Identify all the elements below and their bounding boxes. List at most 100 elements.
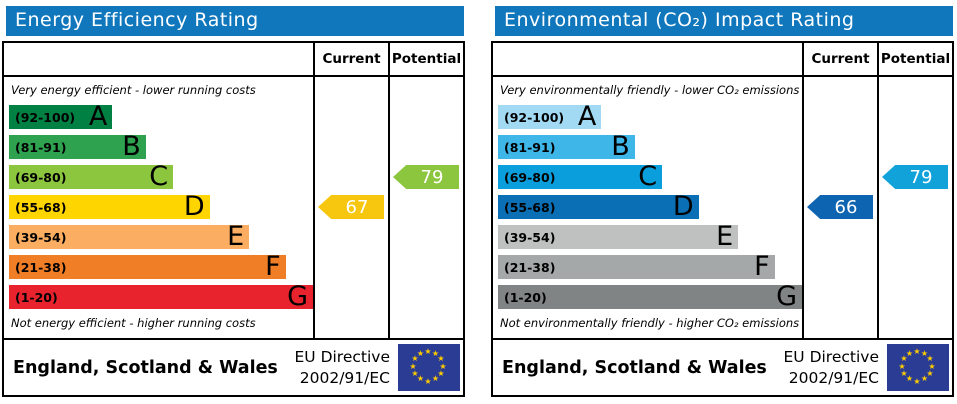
band-letter: F <box>265 251 281 282</box>
energy-efficiency-panel: Energy Efficiency Rating Current Potenti… <box>2 6 465 397</box>
potential-cell <box>388 222 463 252</box>
potential-cell <box>877 102 952 132</box>
eu-flag-star: ★ <box>431 348 440 358</box>
band-range-label: (69-80) <box>504 169 556 185</box>
band-bar-e: (39-54) E <box>498 221 739 252</box>
eu-flag-star: ★ <box>920 374 929 384</box>
band-row-d: (55-68) D 66 <box>493 192 952 222</box>
top-note-row: Very environmentally friendly - lower CO… <box>493 77 952 102</box>
band-letter: E <box>716 221 734 252</box>
rating-value: 67 <box>345 196 369 218</box>
band-row-g: (1-20) G <box>4 282 463 312</box>
band-cell: (69-80) C <box>493 162 802 192</box>
eu-flag-star: ★ <box>437 354 445 363</box>
band-letter: F <box>754 251 770 282</box>
bottom-note-row: Not energy efficient - higher running co… <box>4 312 463 338</box>
band-row-a: (92-100) A <box>4 102 463 132</box>
current-cell <box>802 252 877 282</box>
band-cell: (55-68) D <box>4 192 313 222</box>
current-cell <box>313 252 388 282</box>
band-letter: C <box>638 161 658 192</box>
band-bar-a: (92-100) A <box>498 101 602 132</box>
band-row-g: (1-20) G <box>493 282 952 312</box>
potential-cell <box>388 312 463 338</box>
band-row-c: (69-80) C 79 <box>493 162 952 192</box>
current-cell <box>802 282 877 312</box>
eu-directive-label: EU Directive 2002/91/EC <box>294 348 391 387</box>
band-bar-e: (39-54) E <box>9 223 250 250</box>
rating-value: 79 <box>909 166 933 188</box>
band-rows: (92-100) A (81-91) B (69-80) C 79 (55-68) D 66 (39… <box>493 102 952 312</box>
band-bar-b: (81-91) B <box>9 131 146 162</box>
current-cell <box>802 312 877 338</box>
potential-cell <box>388 132 463 162</box>
eu-flag-star: ★ <box>424 346 432 356</box>
table-header: Current Potential <box>4 43 463 77</box>
potential-cell <box>877 192 952 222</box>
band-range-label: (92-100) <box>504 109 565 125</box>
band-cell: (1-20) G <box>493 282 802 312</box>
eu-directive-label: EU Directive 2002/91/EC <box>783 348 880 387</box>
table-footer: England, Scotland & Wales EU Directive 2… <box>4 338 463 395</box>
band-range-label: (81-91) <box>504 139 556 155</box>
band-row-e: (39-54) E <box>4 222 463 252</box>
eu-flag-star: ★ <box>416 374 425 384</box>
potential-rating-arrow: 79 <box>882 165 948 189</box>
band-cell: (92-100) A <box>4 102 313 132</box>
potential-rating-arrow: 79 <box>393 165 459 189</box>
band-letter: A <box>577 101 597 132</box>
band-range-label: (1-20) <box>504 289 547 305</box>
potential-column-header: Potential <box>388 43 463 75</box>
current-rating-arrow: 66 <box>807 195 873 219</box>
eu-flag-star: ★ <box>913 346 921 356</box>
current-cell <box>802 132 877 162</box>
eu-flag-star: ★ <box>905 374 914 384</box>
band-letter: D <box>672 191 694 222</box>
band-range-label: (21-38) <box>15 259 67 275</box>
band-range-label: (92-100) <box>15 109 76 125</box>
eu-flag-star: ★ <box>437 369 445 378</box>
panel-title: Environmental (CO₂) Impact Rating <box>495 6 953 36</box>
eu-flag-star: ★ <box>411 369 419 378</box>
band-range-label: (55-68) <box>504 199 556 215</box>
current-cell <box>313 312 388 338</box>
band-bar-c: (69-80) C <box>9 163 174 190</box>
band-letter: B <box>611 131 630 162</box>
eu-flag: ★ ★ ★ ★ ★ ★ ★ ★ ★ ★ ★ ★ <box>887 344 949 391</box>
current-column-header: Current <box>802 43 877 75</box>
band-bar-d: (55-68) D <box>498 191 699 222</box>
band-letter: G <box>776 281 797 312</box>
potential-cell <box>388 102 463 132</box>
rating-value: 79 <box>420 166 444 188</box>
band-row-e: (39-54) E <box>493 222 952 252</box>
current-cell <box>802 77 877 102</box>
band-row-c: (69-80) C 79 <box>4 162 463 192</box>
eu-flag-star: ★ <box>913 376 921 386</box>
band-letter: B <box>122 131 141 162</box>
current-rating-arrow: 67 <box>318 195 384 219</box>
eu-flag-star: ★ <box>926 354 934 363</box>
band-range-label: (39-54) <box>15 229 67 245</box>
panel-title: Energy Efficiency Rating <box>6 6 464 36</box>
band-range-label: (39-54) <box>504 229 556 245</box>
top-note-row: Very energy efficient - lower running co… <box>4 77 463 102</box>
band-row-a: (92-100) A <box>493 102 952 132</box>
bottom-note-row: Not environmentally friendly - higher CO… <box>493 312 952 338</box>
current-cell: 67 <box>313 192 388 222</box>
rating-table: Current Potential Very environmentally f… <box>491 41 954 397</box>
environmental-impact-panel: Environmental (CO₂) Impact Rating Curren… <box>491 6 954 397</box>
band-row-f: (21-38) F <box>4 252 463 282</box>
potential-cell <box>877 77 952 102</box>
band-bar-g: (1-20) G <box>498 281 802 312</box>
eu-flag-star: ★ <box>905 348 914 358</box>
potential-cell <box>877 282 952 312</box>
potential-cell <box>877 312 952 338</box>
band-cell: (21-38) F <box>493 252 802 282</box>
current-cell <box>313 222 388 252</box>
eu-flag-star: ★ <box>439 361 447 371</box>
potential-cell <box>388 77 463 102</box>
eu-flag-star: ★ <box>900 354 908 363</box>
band-bar-f: (21-38) F <box>498 251 775 282</box>
eu-flag-star: ★ <box>424 376 432 386</box>
